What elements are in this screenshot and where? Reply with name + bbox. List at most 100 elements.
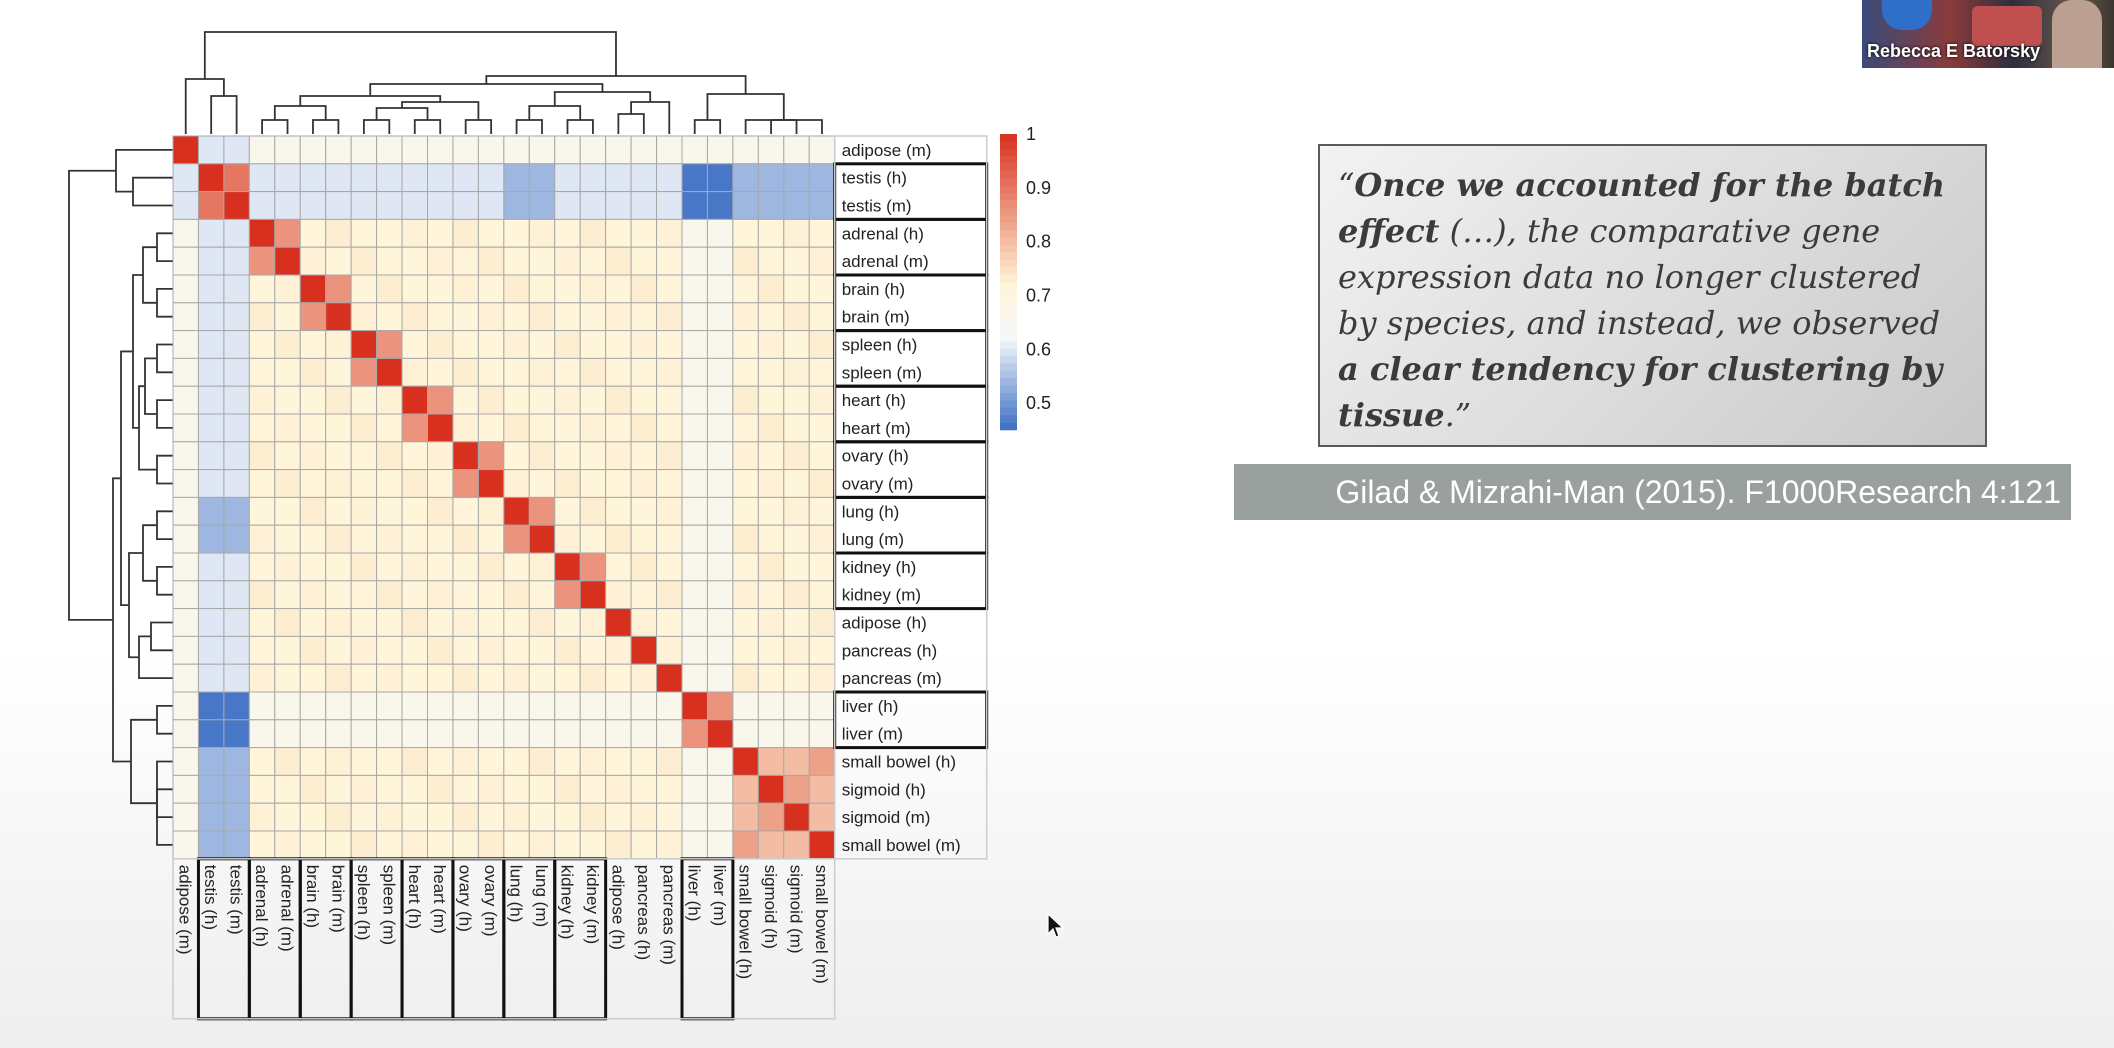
row-label: brain (h)	[842, 280, 905, 299]
heatmap-cell	[248, 246, 276, 276]
heatmap-cell	[223, 274, 250, 304]
heatmap-cell	[477, 830, 505, 860]
heatmap-cell	[783, 330, 810, 359]
heatmap-cell	[350, 496, 378, 526]
heatmap-cell	[656, 774, 683, 804]
heatmap-cell	[630, 830, 658, 860]
heatmap-cell	[223, 330, 250, 359]
heatmap-cell	[197, 246, 225, 276]
heatmap-cell	[681, 385, 708, 415]
heatmap-cell	[172, 552, 199, 582]
heatmap-cell	[299, 496, 327, 526]
heatmap-cell	[503, 496, 530, 526]
heatmap-cell	[325, 191, 352, 220]
heatmap-cell	[579, 719, 607, 749]
heatmap-cell	[706, 524, 734, 554]
heatmap-cell	[503, 441, 530, 471]
heatmap-cell	[325, 469, 352, 498]
heatmap-cell	[197, 191, 225, 220]
heatmap-cell	[223, 691, 250, 721]
heatmap-cell	[630, 691, 658, 721]
heatmap-cell	[528, 663, 556, 693]
heatmap-cell	[808, 524, 836, 554]
heatmap-cell	[376, 747, 403, 776]
heatmap-cell	[808, 747, 836, 776]
heatmap-cell	[783, 441, 810, 471]
heatmap-cell	[248, 274, 276, 304]
row-label: lung (h)	[842, 502, 900, 521]
heatmap-cell	[248, 163, 276, 193]
heatmap-cell	[477, 747, 505, 776]
heatmap-cell	[477, 719, 505, 749]
heatmap-cell	[427, 552, 454, 582]
color-key-band	[1000, 333, 1017, 342]
heatmap-cell	[503, 580, 530, 610]
heatmap-cell	[579, 246, 607, 276]
heatmap-cell	[732, 385, 759, 415]
heatmap-cell	[477, 302, 505, 332]
column-label: heart (m)	[430, 865, 449, 934]
heatmap-cell	[706, 413, 734, 443]
column-label: small bowel (m)	[812, 865, 831, 984]
participant-video-tile[interactable]: Rebecca E Batorsky	[1862, 0, 2114, 68]
heatmap-cell	[579, 385, 607, 415]
heatmap-cell	[783, 413, 810, 443]
heatmap-cell	[223, 496, 250, 526]
row-label: spleen (m)	[842, 363, 922, 382]
heatmap-cell	[350, 274, 378, 304]
heatmap-cell	[528, 802, 556, 832]
heatmap-cell	[427, 719, 454, 749]
heatmap-cell	[579, 774, 607, 804]
column-label: adipose (h)	[608, 865, 627, 950]
heatmap-cell	[605, 830, 632, 860]
color-key: 1 0.9 0.8 0.7 0.6 0.5	[1000, 124, 1051, 431]
heatmap-cell	[299, 635, 327, 665]
heatmap-cell	[197, 524, 225, 554]
heatmap-cell	[299, 135, 327, 165]
heatmap-cell	[808, 163, 836, 193]
column-label: ovary (h)	[456, 865, 475, 932]
heatmap-cell	[452, 413, 479, 443]
heatmap-cell	[579, 218, 607, 248]
heatmap-cell	[554, 246, 581, 276]
heatmap-cell	[706, 441, 734, 471]
heatmap-cell	[350, 246, 378, 276]
heatmap-cell	[605, 802, 632, 832]
heatmap-cell	[706, 135, 734, 165]
heatmap-cell	[197, 274, 225, 304]
heatmap-cell	[197, 413, 225, 443]
heatmap-cell	[732, 469, 759, 498]
heatmap-cell	[427, 830, 454, 860]
heatmap-cell	[681, 830, 708, 860]
heatmap-cell	[503, 719, 530, 749]
heatmap-cell	[503, 552, 530, 582]
heatmap-cell	[223, 774, 250, 804]
heatmap-cell	[757, 274, 785, 304]
color-key-band	[1000, 304, 1017, 312]
heatmap-cell	[605, 719, 632, 749]
heatmap-cell	[783, 191, 810, 220]
heatmap-cell	[350, 747, 378, 776]
heatmap-cell	[248, 830, 276, 860]
heatmap-cell	[706, 552, 734, 582]
heatmap-cell	[376, 552, 403, 582]
heatmap-cell	[783, 274, 810, 304]
heatmap-cell	[223, 469, 250, 498]
heatmap-cell	[554, 663, 581, 693]
correlation-heatmap: adipose (m) testis (h) testis (m) adrenal (…	[68, 31, 1051, 1021]
heatmap-cell	[274, 357, 301, 387]
row-dendrogram-link	[142, 524, 157, 582]
heatmap-cell	[554, 691, 581, 721]
heatmap-cell	[401, 302, 428, 332]
heatmap-cell	[579, 802, 607, 832]
heatmap-cell	[706, 580, 734, 610]
heatmap-cell	[808, 830, 836, 860]
heatmap-cell	[656, 191, 683, 220]
heatmap-cell	[401, 774, 428, 804]
heatmap-cell	[503, 385, 530, 415]
heatmap-cell	[681, 691, 708, 721]
column-dendrogram-link	[210, 95, 238, 134]
heatmap-cell	[706, 246, 734, 276]
heatmap-cell	[732, 135, 759, 165]
heatmap-cell	[427, 580, 454, 610]
